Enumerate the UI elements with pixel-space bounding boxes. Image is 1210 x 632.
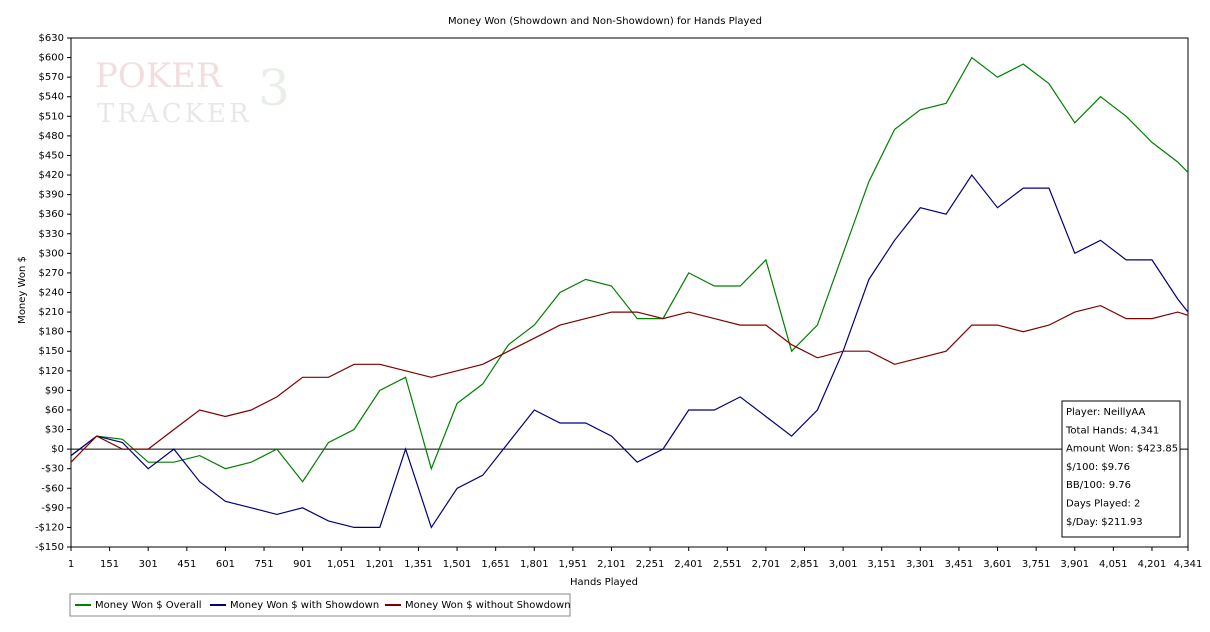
y-tick-label: -$120 (35, 522, 64, 533)
x-tick-label: 1,501 (443, 559, 472, 570)
x-tick-label: 1,801 (520, 559, 549, 570)
info-text: Days Played: 2 (1066, 499, 1140, 510)
x-tick-label: 3,001 (829, 559, 858, 570)
watermark: POKER (95, 56, 223, 96)
x-tick-label: 2,101 (597, 559, 626, 570)
x-tick-label: 4,201 (1138, 559, 1167, 570)
watermark: 3 (258, 59, 290, 117)
y-tick-label: $30 (45, 425, 64, 436)
info-text: BB/100: 9.76 (1066, 480, 1131, 491)
series-line (70, 304, 1189, 463)
x-tick-label: 4,341 (1174, 559, 1203, 570)
x-tick-label: 151 (100, 559, 119, 570)
y-tick-label: $510 (39, 111, 64, 122)
y-tick-label: $60 (45, 405, 64, 416)
info-text: $/100: $9.76 (1066, 462, 1130, 473)
info-text: Amount Won: $423.85 (1066, 444, 1178, 455)
y-tick-label: $630 (39, 33, 64, 44)
x-tick-label: 3,301 (906, 559, 935, 570)
info-text: Player: NeillyAA (1066, 407, 1145, 418)
y-tick-label: $480 (39, 131, 64, 142)
y-tick-label: $570 (39, 72, 64, 83)
legend-label: Money Won $ without Showdown (405, 600, 571, 611)
series-line (70, 173, 1189, 529)
x-tick-label: 301 (139, 559, 158, 570)
y-tick-label: $330 (39, 229, 64, 240)
x-tick-label: 751 (254, 559, 273, 570)
x-tick-label: 1,951 (559, 559, 588, 570)
x-tick-label: 3,451 (945, 559, 974, 570)
y-tick-label: $180 (39, 327, 64, 338)
legend-label: Money Won $ Overall (95, 600, 202, 611)
y-tick-label: $600 (39, 53, 64, 64)
info-text: $/Day: $211.93 (1066, 517, 1143, 528)
x-tick-label: 1,051 (327, 559, 356, 570)
x-tick-label: 2,551 (713, 559, 742, 570)
x-tick-label: 1,351 (404, 559, 433, 570)
x-tick-label: 3,151 (867, 559, 896, 570)
y-tick-label: $240 (39, 288, 64, 299)
watermark: TRACKER (97, 99, 252, 129)
y-tick-label: $120 (39, 366, 64, 377)
x-tick-label: 1 (68, 559, 74, 570)
y-tick-label: $390 (39, 190, 64, 201)
info-text: Total Hands: 4,341 (1065, 425, 1159, 436)
legend-label: Money Won $ with Showdown (230, 600, 379, 611)
x-tick-label: 3,901 (1060, 559, 1089, 570)
x-tick-label: 2,851 (790, 559, 819, 570)
x-tick-label: 3,751 (1022, 559, 1051, 570)
y-tick-label: $270 (39, 268, 64, 279)
y-tick-label: $420 (39, 170, 64, 181)
x-tick-label: 2,401 (674, 559, 703, 570)
x-tick-label: 901 (293, 559, 312, 570)
x-tick-label: 2,701 (752, 559, 781, 570)
series-line (70, 56, 1189, 483)
y-tick-label: -$30 (41, 464, 64, 475)
x-tick-label: 4,051 (1099, 559, 1128, 570)
x-tick-label: 2,251 (636, 559, 665, 570)
y-axis-label: Money Won $ (17, 256, 28, 324)
y-tick-label: -$60 (41, 483, 64, 494)
legend-box (69, 593, 571, 617)
y-tick-label: -$90 (41, 503, 64, 514)
y-tick-label: $0 (51, 444, 64, 455)
y-tick-label: $90 (45, 385, 64, 396)
x-tick-label: 1,201 (366, 559, 395, 570)
x-tick-label: 1,651 (481, 559, 510, 570)
x-axis-label: Hands Played (570, 577, 638, 588)
y-tick-label: $300 (39, 248, 64, 259)
y-tick-label: $450 (39, 150, 64, 161)
y-tick-label: $210 (39, 307, 64, 318)
info-box (1061, 400, 1181, 538)
x-tick-label: 601 (216, 559, 235, 570)
y-tick-label: -$150 (35, 542, 64, 553)
x-tick-label: 451 (177, 559, 196, 570)
y-tick-label: $540 (39, 92, 64, 103)
x-tick-label: 3,601 (983, 559, 1012, 570)
y-tick-label: $360 (39, 209, 64, 220)
y-tick-label: $150 (39, 346, 64, 357)
chart-title: Money Won (Showdown and Non-Showdown) fo… (448, 16, 762, 27)
